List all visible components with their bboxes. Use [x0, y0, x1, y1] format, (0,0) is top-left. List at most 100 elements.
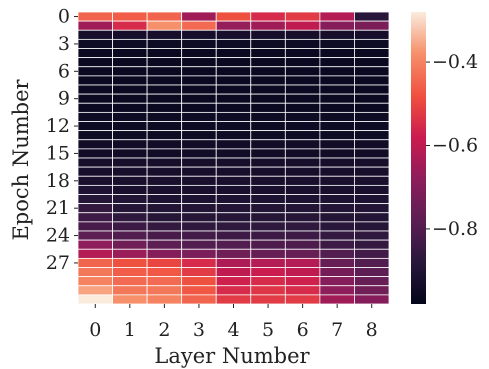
heatmap-cell	[250, 139, 286, 150]
heatmap-cell	[77, 84, 113, 95]
heatmap-cell	[112, 267, 148, 278]
heatmap-cell	[77, 248, 113, 259]
heatmap-cell	[319, 257, 355, 268]
heatmap-cell	[284, 230, 321, 241]
heatmap-cell	[215, 285, 252, 296]
heatmap-cell	[146, 111, 183, 122]
heatmap-cell	[215, 84, 252, 95]
heatmap-cell	[354, 66, 390, 77]
heatmap-cell	[181, 294, 217, 305]
heatmap-cell	[284, 38, 321, 49]
heatmap-cell	[215, 121, 252, 132]
y-tick-label: 15	[46, 142, 70, 164]
heatmap-cell	[112, 285, 148, 296]
heatmap-cell	[146, 130, 183, 141]
heatmap-cell	[284, 11, 321, 22]
x-tick-label: 3	[193, 319, 205, 341]
heatmap-cell	[215, 267, 252, 278]
heatmap-cell	[146, 29, 183, 40]
heatmap-cell	[215, 257, 252, 268]
heatmap-cell	[112, 38, 148, 49]
heatmap-cell	[354, 121, 390, 132]
heatmap-cell	[250, 20, 286, 31]
heatmap-cell	[77, 11, 113, 22]
heatmap-cell	[181, 38, 217, 49]
heatmap-cell	[354, 139, 390, 150]
heatmap-cell	[112, 148, 148, 159]
heatmap-cell	[250, 48, 286, 59]
heatmap-cell	[112, 257, 148, 268]
heatmap-cell	[77, 276, 113, 287]
heatmap-cell	[319, 267, 355, 278]
heatmap-cell	[77, 75, 113, 86]
heatmap-cell	[146, 230, 183, 241]
heatmap-cell	[77, 175, 113, 186]
heatmap-cell	[354, 212, 390, 223]
heatmap-cell	[146, 48, 183, 59]
heatmap-cell	[354, 285, 390, 296]
colorbar-ticks: −0.4 −0.6 −0.8	[426, 51, 478, 240]
heatmap-cell	[250, 111, 286, 122]
heatmap-cell	[77, 203, 113, 214]
heatmap-cell	[319, 248, 355, 259]
heatmap-cell	[354, 38, 390, 49]
heatmap-cell	[181, 212, 217, 223]
heatmap-cell	[319, 166, 355, 177]
heatmap-cell	[77, 48, 113, 59]
heatmap-cell	[250, 130, 286, 141]
y-axis-label: Epoch Number	[9, 78, 33, 240]
heatmap-cell	[354, 276, 390, 287]
heatmap-cell	[146, 203, 183, 214]
x-tick-label: 8	[366, 319, 378, 341]
heatmap-cell	[354, 130, 390, 141]
heatmap-cell	[112, 203, 148, 214]
heatmap-cell	[250, 148, 286, 159]
heatmap-cell	[319, 121, 355, 132]
heatmap-cell	[215, 93, 252, 104]
heatmap-cell	[112, 166, 148, 177]
heatmap-cell	[250, 257, 286, 268]
heatmap-cell	[146, 257, 183, 268]
heatmap-cell	[284, 29, 321, 40]
y-axis-ticks: 0 3 6 9 12 15 18 21 24 27	[46, 6, 78, 274]
y-tick-label: 12	[46, 115, 70, 137]
heatmap-cell	[354, 11, 390, 22]
heatmap-cell	[215, 11, 252, 22]
heatmap-cell	[284, 166, 321, 177]
heatmap-cell	[112, 102, 148, 113]
heatmap-cell	[146, 38, 183, 49]
heatmap-cell	[146, 212, 183, 223]
heatmap-cell	[215, 148, 252, 159]
heatmap-cell	[146, 276, 183, 287]
heatmap-cell	[181, 84, 217, 95]
heatmap-cell	[112, 184, 148, 195]
heatmap-cell	[77, 66, 113, 77]
heatmap-cell	[181, 276, 217, 287]
heatmap-cell	[284, 285, 321, 296]
heatmap-cell	[319, 38, 355, 49]
heatmap-cell	[284, 111, 321, 122]
colorbar-tick-label: −0.8	[432, 218, 478, 240]
heatmap-cell	[284, 184, 321, 195]
heatmap-cell	[112, 66, 148, 77]
heatmap-cell	[112, 75, 148, 86]
heatmap-cell	[181, 111, 217, 122]
heatmap-cell	[215, 294, 252, 305]
heatmap-cell	[284, 194, 321, 205]
heatmap-cell	[112, 93, 148, 104]
heatmap-cell	[146, 285, 183, 296]
heatmap-cell	[354, 48, 390, 59]
heatmap-cell	[250, 203, 286, 214]
heatmap-cell	[146, 121, 183, 132]
heatmap-cell	[319, 66, 355, 77]
heatmap-cell	[181, 75, 217, 86]
heatmap-cell	[215, 212, 252, 223]
heatmap-cell	[112, 194, 148, 205]
heatmap-cell	[319, 285, 355, 296]
heatmap-cell	[146, 20, 183, 31]
heatmap-cell	[319, 239, 355, 250]
heatmap-cell	[146, 175, 183, 186]
heatmap-cell	[319, 184, 355, 195]
heatmap-cell	[354, 184, 390, 195]
heatmap-cell	[215, 57, 252, 68]
